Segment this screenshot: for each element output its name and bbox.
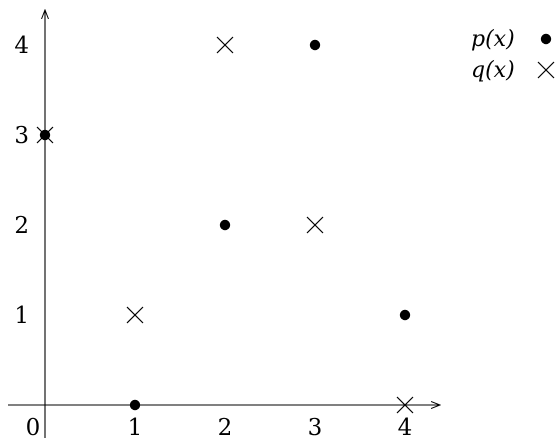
p-point — [219, 219, 231, 231]
data-marks — [36, 36, 414, 414]
q-point — [306, 216, 324, 234]
q-point — [36, 126, 54, 144]
y-tick-label: 3 — [14, 123, 29, 149]
legend: p(x) q(x) — [471, 27, 555, 83]
q-point — [126, 306, 144, 324]
x-tick-label: 1 — [128, 415, 143, 438]
x-tick-label: 4 — [398, 415, 413, 438]
y-tick-label: 1 — [14, 303, 29, 329]
legend-label: p(x) — [471, 27, 515, 52]
q-point — [216, 36, 234, 54]
p-point — [399, 309, 411, 321]
p-point — [129, 399, 141, 411]
x-tick-label: 3 — [308, 415, 323, 438]
x-tick-label: 0 — [26, 415, 41, 438]
y-tick-label: 2 — [14, 213, 29, 239]
legend-label: q(x) — [471, 58, 515, 83]
y-tick-label: 4 — [14, 33, 29, 59]
x-tick-label: 2 — [218, 415, 233, 438]
tick-labels: 0 1 2 3 4 1 2 3 4 — [14, 33, 412, 438]
p-point — [309, 39, 321, 51]
legend-marker — [537, 61, 555, 79]
axes — [8, 10, 440, 438]
q-point — [396, 396, 414, 414]
legend-marker — [540, 33, 552, 45]
